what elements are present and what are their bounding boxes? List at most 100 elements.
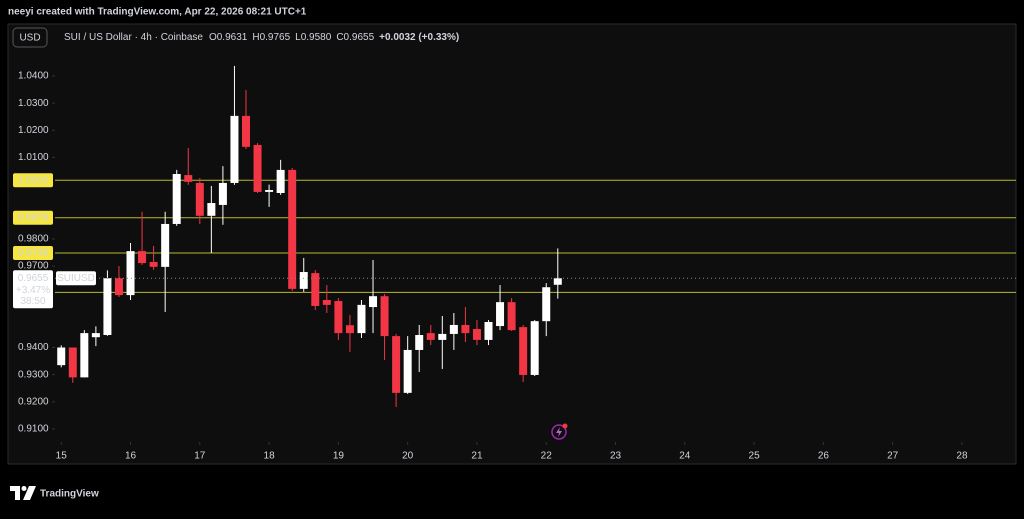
readout-key: O (209, 32, 217, 43)
candle-body (149, 261, 158, 267)
y-tick-label: 0.9300 (18, 369, 49, 380)
currency: USD (19, 33, 40, 44)
plot: 1.0400 1.0300 1.0200 1.0100 0.9800 0.9700 0.94… (13, 65, 1016, 462)
candle-body (172, 173, 181, 224)
candle-body (530, 321, 539, 375)
symbol-label: SUIUSD (57, 273, 95, 284)
candle-body (322, 299, 331, 305)
candle-body (207, 203, 216, 216)
level-label-box (13, 246, 53, 261)
candle-body (184, 175, 193, 182)
readout-key: C (336, 32, 343, 43)
y-tick-label: 0.9100 (18, 424, 49, 435)
candle-body (195, 182, 204, 216)
candle-body (57, 347, 66, 366)
candle-body (103, 278, 112, 336)
x-tick-label: 19 (333, 451, 345, 462)
x-tick-label: 25 (749, 451, 761, 462)
event-icon (551, 423, 568, 440)
candle-body (507, 302, 516, 331)
candle-body (449, 324, 458, 334)
candle-body (380, 296, 389, 337)
readout-key: H (252, 32, 259, 43)
candle-body (461, 324, 470, 334)
candle-body (161, 223, 170, 267)
brand-logo (10, 486, 36, 500)
y-tick-label: 1.0300 (18, 98, 49, 109)
level-label-box (13, 173, 53, 188)
candle-body (357, 304, 366, 334)
countdown: 38:50 (20, 296, 45, 307)
candle-body (311, 273, 320, 306)
y-tick-label: 1.0400 (18, 71, 49, 82)
y-tick-label: 0.9800 (18, 234, 49, 245)
candle-body (288, 169, 297, 289)
candle-body (438, 333, 447, 340)
y-tick-label: 0.9200 (18, 396, 49, 407)
candle-body (138, 251, 147, 264)
brand-name: TradingView (40, 489, 99, 500)
level-label: 0.9748 (18, 248, 49, 259)
readout-change: +0.0032 (+0.33%) (379, 32, 459, 43)
candle-body (126, 251, 135, 296)
y-tick-label: 1.0100 (18, 152, 49, 163)
candle-body (276, 169, 285, 194)
readout: SUI / US Dollar · 4h · Coinbase O0.9631 H0… (64, 32, 459, 43)
readout-value: 0.9580 (301, 32, 332, 43)
level-label: 1.0016 (18, 175, 49, 186)
candle-body (369, 296, 378, 308)
last-price-box (13, 270, 53, 309)
currency-button[interactable] (12, 27, 48, 48)
candle-body (415, 335, 424, 350)
symbol-box (56, 271, 96, 286)
candle-body (345, 325, 354, 334)
candle-body (80, 333, 89, 378)
readout-key: L (295, 32, 301, 43)
last-price-label: 0.9655 (18, 273, 49, 284)
candle-body (334, 301, 343, 334)
y-tick-label: 0.9700 (18, 261, 49, 272)
x-tick-label: 22 (541, 451, 553, 462)
x-tick-label: 23 (610, 451, 622, 462)
candle-body (242, 115, 251, 147)
x-tick-label: 18 (264, 451, 276, 462)
candle-body (496, 302, 505, 327)
x-tick-label: 20 (402, 451, 414, 462)
y-tick-label: 0.9400 (18, 342, 49, 353)
y-tick-label: 1.0200 (18, 125, 49, 136)
attribution: neeyi created with TradingView.com, Apr … (8, 7, 307, 18)
readout-value: 0.9631 (217, 32, 248, 43)
candle-body (519, 327, 528, 375)
level-label-box (13, 210, 53, 225)
day-change: +3.47% (16, 285, 50, 296)
x-tick-label: 27 (887, 451, 899, 462)
x-tick-label: 28 (956, 451, 968, 462)
candle-body (253, 144, 262, 192)
candle-body (218, 182, 227, 205)
candle-body (542, 287, 551, 322)
x-tick-label: 26 (818, 451, 830, 462)
x-tick-label: 15 (56, 451, 68, 462)
candle-body (299, 272, 308, 289)
candle-body (403, 349, 412, 393)
candle-body (484, 321, 493, 340)
candle-body (68, 347, 77, 378)
level-label: 0.9878 (18, 212, 49, 223)
chart-panel (7, 23, 1017, 465)
candle-body (114, 278, 123, 296)
x-tick-label: 21 (471, 451, 483, 462)
symbol-title: SUI / US Dollar · 4h · Coinbase (64, 32, 203, 43)
candle-body (553, 278, 562, 285)
x-tick-label: 16 (125, 451, 137, 462)
candle-body (91, 333, 100, 338)
candle-body (230, 115, 239, 183)
readout-value: 0.9765 (260, 32, 291, 43)
x-tick-label: 24 (679, 451, 691, 462)
readout-value: 0.9655 (344, 32, 375, 43)
x-tick-label: 17 (194, 451, 206, 462)
candle-body (426, 333, 435, 340)
candle-body (265, 190, 274, 192)
candle-body (392, 336, 401, 393)
